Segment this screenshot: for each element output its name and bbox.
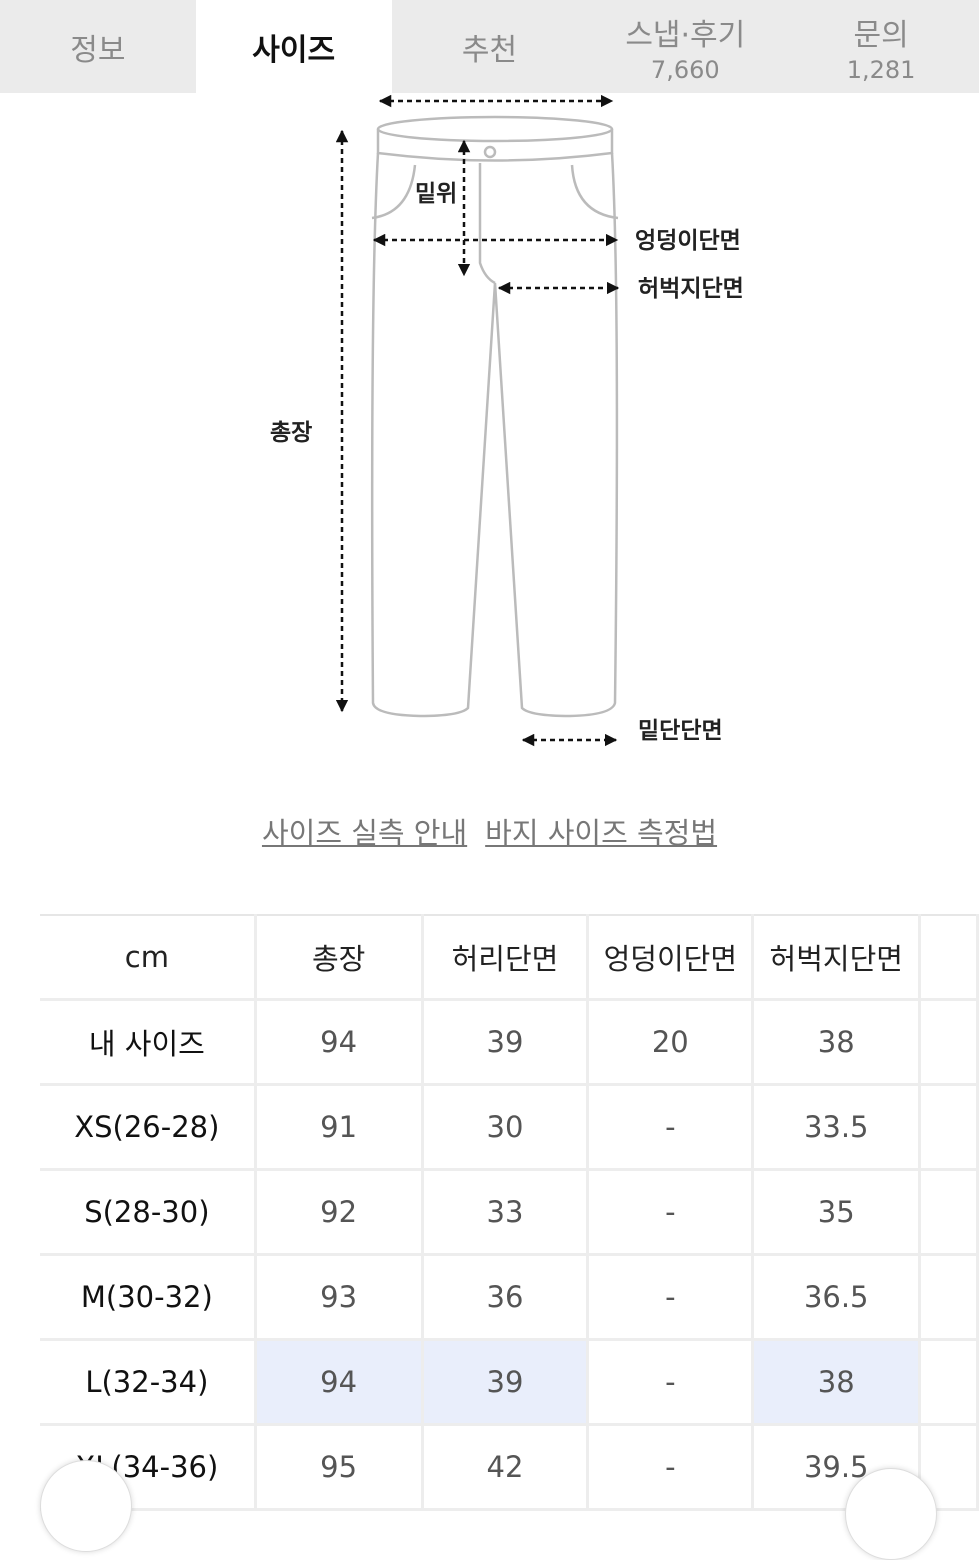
table-cell-empty (919, 914, 979, 1001)
table-cell: XS(26-28) (40, 1083, 257, 1171)
table-cell: 총장 (255, 914, 424, 1001)
scroll-button[interactable] (40, 1460, 132, 1552)
table-cell: 33.5 (752, 1083, 922, 1171)
table-cell: 91 (255, 1083, 424, 1171)
table-row: M(30-32) 93 36-36.5 (40, 1253, 979, 1341)
tab[interactable]: 사이즈 (195, 0, 392, 93)
tab[interactable]: 추천 (392, 0, 588, 93)
link[interactable]: 사이즈 실측 안내 (261, 816, 468, 850)
tab-label: 스냅·후기 (625, 17, 746, 53)
table-cell: 94 (255, 1338, 424, 1426)
table-cell: 39 (422, 1338, 590, 1426)
table-cell: 33 (422, 1168, 590, 1256)
table-cell: 20 (587, 998, 755, 1086)
table-row: XS(26-28) 91 30-33.5 (40, 1083, 979, 1171)
tab[interactable]: 정보 (0, 0, 196, 93)
diagram-label: 밑단단면 (638, 718, 723, 744)
table-cell: 허벅지단면 (752, 914, 922, 1001)
table-cell: 94 (255, 998, 424, 1086)
table-cell-empty (919, 998, 979, 1086)
measure-arrows (335, 94, 620, 747)
table-cell: - (587, 1338, 755, 1426)
diagram-label: 총장 (270, 420, 312, 446)
table-cell: S(28-30) (40, 1168, 257, 1256)
pants-outline (370, 115, 619, 718)
scroll-button[interactable] (845, 1468, 937, 1560)
table-cell: 36.5 (752, 1253, 922, 1341)
link[interactable]: 바지 사이즈 측정법 (485, 816, 718, 850)
size-table: cm 총장 허리단면 엉덩이단면 허벅지단면 내 사이즈 94 39 20 38 XS(26-28)… (40, 914, 979, 1511)
diagram-label: 허벅지단면 (638, 276, 744, 302)
table-cell: M(30-32) (40, 1253, 257, 1341)
diagram-label: 엉덩이단면 (635, 228, 741, 254)
table-cell: 38 (752, 998, 922, 1086)
table-cell: 93 (255, 1253, 424, 1341)
tab[interactable]: 문의 1,281 (783, 0, 979, 93)
diagram-label: 밑위 (415, 181, 457, 207)
table-cell: - (587, 1253, 755, 1341)
table-cell: 39 (422, 998, 590, 1086)
table-row: L(32-34) 94 39-38 (40, 1338, 979, 1426)
tab-count: 1,281 (846, 55, 916, 84)
table-cell: - (587, 1083, 755, 1171)
table-cell: 42 (422, 1423, 590, 1511)
tab[interactable]: 스냅·후기 7,660 (587, 0, 783, 93)
tab-bar: 정보 사이즈 추천 스냅·후기 7,660 문의 1,281 (0, 0, 979, 93)
table-row: S(28-30) 92 33-35 (40, 1168, 979, 1256)
table-cell: 허리단면 (422, 914, 590, 1001)
tab-label: 정보 (70, 32, 126, 68)
tab-label: 문의 (853, 17, 909, 53)
table-cell: cm (40, 914, 257, 1001)
table-cell: 95 (255, 1423, 424, 1511)
table-header: cm 총장 허리단면 엉덩이단면 허벅지단면 (40, 914, 979, 1001)
table-cell-empty (919, 1338, 979, 1426)
tab-label: 추천 (461, 32, 518, 68)
table-cell: 30 (422, 1083, 590, 1171)
links: 사이즈 실측 안내 바지 사이즈 측정법 (0, 810, 979, 852)
table-cell: - (587, 1423, 755, 1511)
table-cell: 엉덩이단면 (587, 914, 755, 1001)
table-cell: 38 (752, 1338, 922, 1426)
tab-count: 7,660 (650, 55, 720, 84)
table-cell: L(32-34) (40, 1338, 257, 1426)
table-cell-empty (919, 1253, 979, 1341)
table-cell: - (587, 1168, 755, 1256)
table-cell-empty (919, 1168, 979, 1256)
tab-label: 사이즈 (252, 32, 336, 68)
table-cell: 내 사이즈 (40, 998, 257, 1086)
table-row: XL(34-36) 95 42-39.5 (40, 1423, 979, 1511)
pants-diagram: 밑위 엉덩이단면 허벅지단면 총장 밑단단면 (270, 94, 744, 747)
table-row: 내 사이즈 94 39 20 38 (40, 998, 979, 1086)
table-cell-empty (919, 1083, 979, 1171)
table-cell: 36 (422, 1253, 590, 1341)
table-cell: 92 (255, 1168, 424, 1256)
table-cell: 35 (752, 1168, 922, 1256)
